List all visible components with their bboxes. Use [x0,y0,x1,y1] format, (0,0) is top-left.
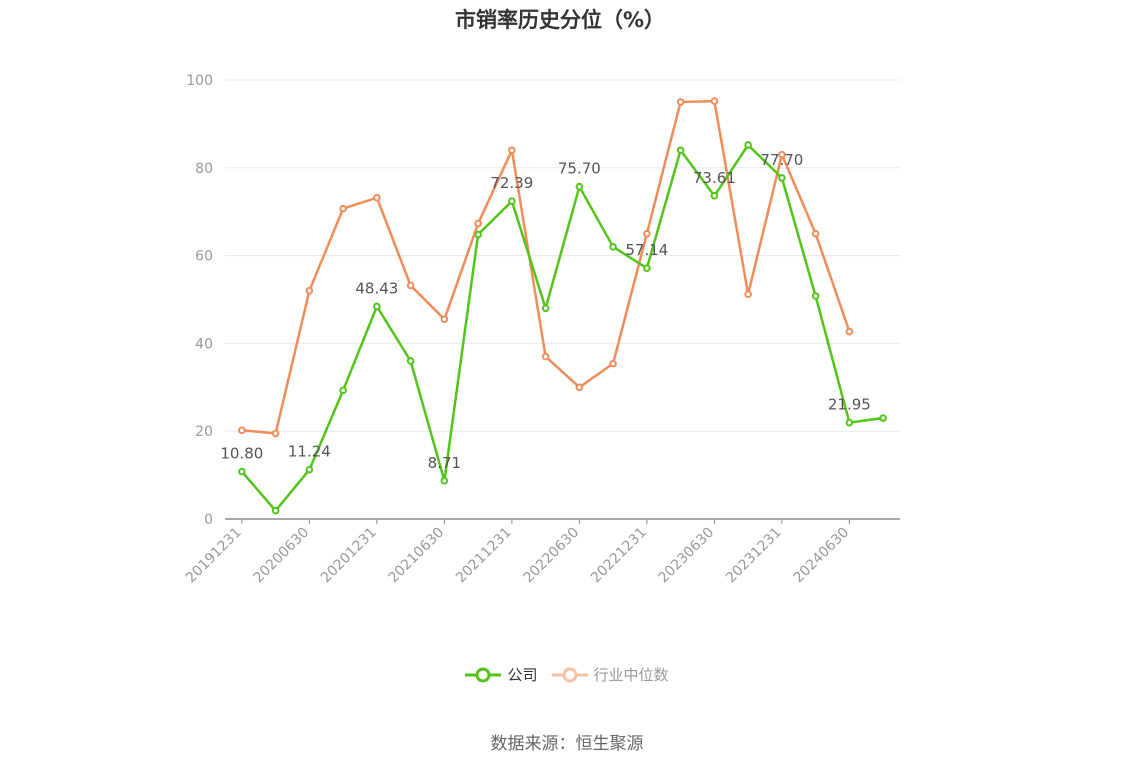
data-point-company [440,476,449,485]
y-tick-label: 0 [204,512,213,528]
series-line-company [240,143,884,512]
data-point-company [271,506,280,515]
legend-label-industry: 行业中位数 [593,666,669,684]
data-label: 11.24 [288,443,331,461]
data-label: 48.43 [355,279,398,297]
data-point-industry [676,98,685,106]
data-point-company [744,141,752,149]
x-tick-label: 20200630 [250,525,312,587]
x-tick-label: 20221231 [588,525,650,587]
x-tick-label: 20210630 [385,525,447,587]
data-point-industry [643,229,651,238]
data-point-company [710,192,719,200]
data-point-company [609,243,617,251]
x-tick-label: 20240630 [790,525,852,587]
data-point-company [474,230,482,239]
data-point-industry [406,281,415,290]
data-point-industry [811,229,820,238]
data-labels: 10.80 11.24 48.43 8.71 72.39 75.70 57.14 73.61 7… [220,151,870,472]
data-point-company [845,418,854,427]
data-label: 72.39 [490,174,533,192]
data-label: 75.70 [558,160,601,178]
x-tick-label: 20191231 [183,525,245,587]
data-point-industry [541,352,550,361]
y-tick-label: 80 [195,161,213,177]
data-point-industry [778,150,786,159]
data-point-company [305,465,314,474]
data-point-industry [474,219,482,228]
data-source: 数据来源：恒生聚源 [490,734,644,754]
data-point-company [879,414,887,422]
legend: 公司 行业中位数 [0,664,1134,685]
data-label: 77.70 [760,151,803,169]
legend-line-icon [551,667,588,682]
legend-item-industry[interactable]: 行业中位数 [551,664,669,685]
data-label: 57.14 [625,241,668,259]
data-point-industry [373,193,381,202]
data-point-industry [271,429,280,438]
y-axis: 0 20 40 60 80 100 [186,73,213,528]
data-point-company [676,146,685,155]
series-lines [238,97,887,515]
data-point-industry [609,359,617,368]
data-point-company [406,357,415,365]
data-label: 73.61 [693,169,736,187]
legend-label-company: 公司 [507,666,538,684]
y-tick-label: 40 [195,336,213,352]
series-line-industry [241,99,851,435]
data-point-industry [508,146,516,155]
data-label: 10.80 [220,445,263,463]
legend-item-company[interactable]: 公司 [465,664,538,685]
data-point-company [373,302,381,311]
data-point-industry [339,204,347,213]
grid-lines [225,79,900,432]
data-point-industry [305,286,314,295]
data-label: 21.95 [828,396,871,414]
data-point-company [575,182,584,191]
data-point-industry [845,327,854,336]
y-tick-label: 20 [195,424,213,440]
x-tick-label: 20201231 [318,525,380,587]
x-tick-label: 20211231 [453,525,515,587]
data-point-company [508,197,516,206]
data-point-company [541,304,550,313]
y-tick-label: 60 [195,249,213,265]
data-point-industry [744,290,752,299]
legend-line-icon [465,667,502,682]
data-point-industry [575,383,584,392]
data-point-company [811,292,820,300]
data-point-company [238,467,246,476]
chart-title: 市销率历史分位（%） [454,8,666,32]
x-tick-label: 20220630 [520,525,582,587]
data-point-industry [238,426,246,435]
x-axis: 20191231 20200630 20201231 20210630 20211231… [183,518,900,587]
data-point-industry [710,97,719,105]
x-tick-label: 20230630 [655,525,717,587]
data-point-company [643,264,651,272]
data-point-company [339,386,347,395]
data-label: 8.71 [428,454,461,472]
x-tick-label: 20231231 [723,525,785,587]
data-point-industry [440,315,449,324]
y-tick-label: 100 [186,73,213,89]
data-point-company [778,174,786,182]
